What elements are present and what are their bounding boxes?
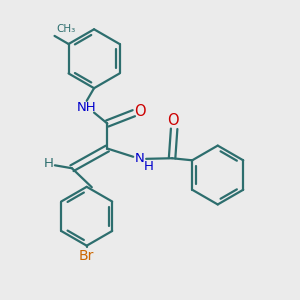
Text: CH₃: CH₃ — [56, 24, 75, 34]
Text: Br: Br — [79, 249, 94, 263]
Text: N: N — [135, 152, 145, 165]
Text: O: O — [134, 104, 146, 119]
Text: H: H — [44, 157, 53, 170]
Text: NH: NH — [77, 101, 97, 114]
Text: O: O — [167, 113, 178, 128]
Text: H: H — [144, 160, 154, 173]
